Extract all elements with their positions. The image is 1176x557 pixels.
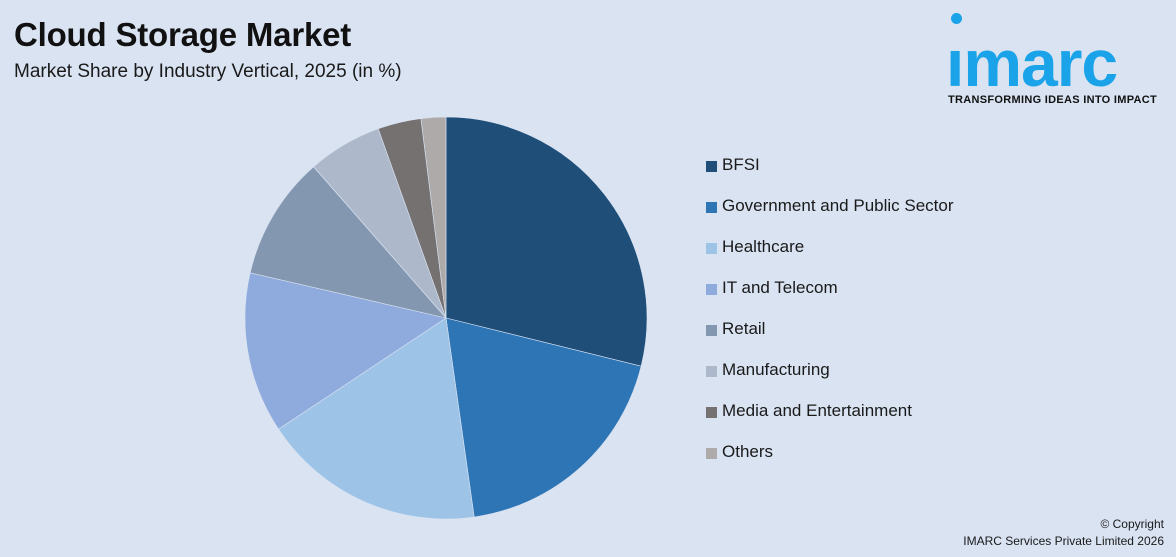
pie-slices xyxy=(244,116,648,520)
copyright-line-1: © Copyright xyxy=(1100,517,1164,531)
legend-item-government-and-public-sector: Government and Public Sector xyxy=(706,196,954,237)
legend-label: Retail xyxy=(722,319,766,338)
legend-label: IT and Telecom xyxy=(722,278,838,297)
legend-item-retail: Retail xyxy=(706,319,954,360)
legend-swatch xyxy=(706,366,717,377)
legend-item-media-and-entertainment: Media and Entertainment xyxy=(706,401,954,442)
chart-legend: BFSI Government and Public Sector Healthca… xyxy=(706,155,954,483)
legend-swatch xyxy=(706,243,717,254)
legend-swatch xyxy=(706,161,717,172)
legend-swatch xyxy=(706,284,717,295)
pie-slice-it-and-telecom xyxy=(244,272,447,430)
legend-item-manufacturing: Manufacturing xyxy=(706,360,954,401)
legend-swatch xyxy=(706,407,717,418)
legend-item-healthcare: Healthcare xyxy=(706,237,954,278)
pie-slice-others xyxy=(420,116,447,319)
pie-slice-government-and-public-sector xyxy=(445,317,642,518)
chart-title: Cloud Storage Market xyxy=(14,16,352,53)
legend-item-bfsi: BFSI xyxy=(706,155,954,196)
chart-subtitle: Market Share by Industry Vertical, 2025 … xyxy=(14,61,402,82)
legend-label: BFSI xyxy=(722,155,760,174)
legend-label: Manufacturing xyxy=(722,360,830,379)
logo-tagline: TRANSFORMING IDEAS INTO IMPACT xyxy=(948,94,1158,106)
copyright-line-2: IMARC Services Private Limited 2026 xyxy=(963,534,1164,548)
legend-swatch xyxy=(706,325,717,336)
logo-i-mask xyxy=(946,26,964,48)
pie-slice-retail xyxy=(249,166,447,319)
logo-i-dot xyxy=(951,13,962,24)
logo-wordmark: imarc xyxy=(946,26,1118,100)
legend-label: Others xyxy=(722,442,774,461)
pie-slice-healthcare xyxy=(278,317,475,520)
copyright-notice: © Copyright IMARC Services Private Limit… xyxy=(963,516,1164,550)
imarc-logo: imarc TRANSFORMING IDEAS INTO IMPACT xyxy=(940,10,1170,110)
legend-label: Government and Public Sector xyxy=(722,196,954,215)
legend-swatch xyxy=(706,448,717,459)
legend-label: Media and Entertainment xyxy=(722,401,912,420)
legend-item-it-and-telecom: IT and Telecom xyxy=(706,278,954,319)
legend-item-others: Others xyxy=(706,442,954,483)
legend-swatch xyxy=(706,202,717,213)
legend-label: Healthcare xyxy=(722,237,805,256)
pie-slice-bfsi xyxy=(445,116,648,367)
